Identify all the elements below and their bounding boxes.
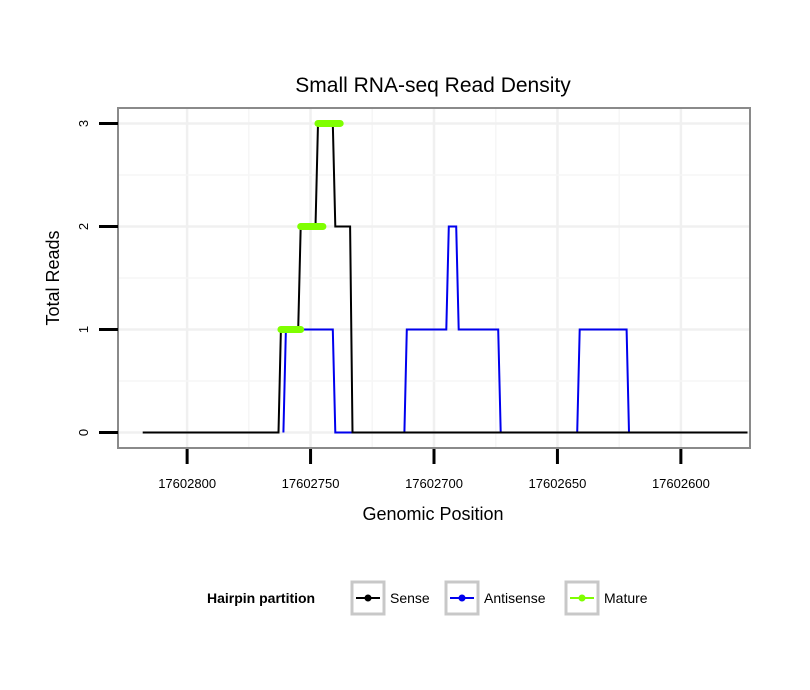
sense-line [142,122,748,434]
x-tick-label: 17602650 [529,476,587,491]
legend-keys: Sense Antisense Mature [350,580,648,616]
y-tick-label: 2 [76,223,91,230]
series-layer [142,119,748,434]
x-tick-label: 17602600 [652,476,710,491]
legend-item-sense: Sense [350,580,430,616]
plot-panel-border [117,107,751,449]
legend-item-mature: Mature [564,580,648,616]
legend: Hairpin partition Sense Antisense Mature [207,580,648,616]
legend-label: Sense [390,590,430,606]
legend-key-dot [364,594,372,602]
legend-item-antisense: Antisense [444,580,546,616]
x-tick-label: 17602750 [282,476,340,491]
x-axis-title: Genomic Position [362,504,503,524]
legend-title: Hairpin partition [207,590,315,606]
legend-key-dot [578,594,586,602]
x-tick-label: 17602800 [158,476,216,491]
y-tick-label: 0 [76,429,91,436]
antisense-line [282,225,630,434]
x-tick-label: 17602700 [405,476,463,491]
y-tick-label: 3 [76,120,91,127]
legend-label: Antisense [484,590,546,606]
grid [118,108,750,448]
y-tick-label: 1 [76,326,91,333]
y-axis-title: Total Reads [43,230,63,325]
y-axis: 0 1 2 3 [76,120,118,436]
legend-key-dot [458,594,466,602]
legend-label: Mature [604,590,648,606]
chart-title: Small RNA-seq Read Density [295,74,571,97]
x-axis: 17602800 17602750 17602700 17602650 17602600 [158,449,710,491]
